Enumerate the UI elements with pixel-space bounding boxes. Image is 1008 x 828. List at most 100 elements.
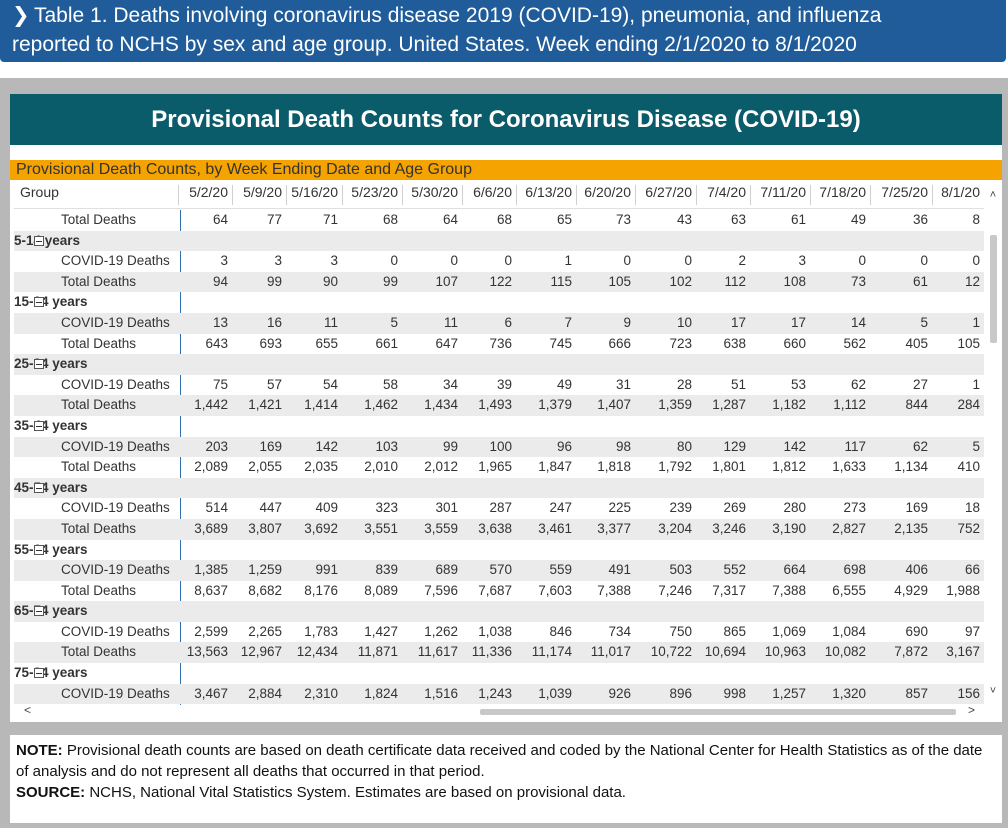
table-cell: 723 bbox=[669, 335, 692, 351]
table-cell: 503 bbox=[669, 562, 692, 578]
horizontal-scrollbar[interactable]: < > bbox=[14, 703, 984, 717]
table-cell: 3,377 bbox=[597, 520, 631, 536]
table-row: COVID-19 Deaths 3,467 2,884 2,310 1,824 1,516… bbox=[14, 683, 984, 705]
table-cell: 99 bbox=[382, 273, 398, 289]
column-separator[interactable] bbox=[178, 185, 179, 205]
table-cell: 8,637 bbox=[194, 582, 228, 598]
column-separator[interactable] bbox=[286, 185, 287, 205]
table-cell: 2,010 bbox=[364, 459, 398, 475]
table-cell: 552 bbox=[723, 562, 746, 578]
table-cell: 896 bbox=[669, 685, 692, 701]
table-cell: 690 bbox=[905, 623, 928, 639]
group-row: 5-14 years bbox=[14, 230, 984, 252]
group-column-header[interactable]: Group bbox=[20, 184, 59, 200]
column-header-date[interactable]: 7/25/20 bbox=[881, 184, 928, 200]
column-header-date[interactable]: 5/16/20 bbox=[291, 184, 338, 200]
table-cell: 514 bbox=[205, 500, 228, 516]
column-header-date[interactable]: 5/23/20 bbox=[351, 184, 398, 200]
table-row: COVID-19 Deaths 3 3 3 0 0 0 1 0 0 2 3 0 0 0 bbox=[14, 251, 984, 272]
column-header-date[interactable]: 6/27/20 bbox=[645, 184, 692, 200]
table-cell: 75 bbox=[212, 376, 228, 392]
table-cell: 97 bbox=[964, 623, 980, 639]
column-separator[interactable] bbox=[635, 185, 636, 205]
column-separator[interactable] bbox=[750, 185, 751, 205]
table-cell: 10,694 bbox=[704, 644, 746, 660]
table-cell: 1,134 bbox=[894, 459, 928, 475]
column-header-date[interactable]: 5/30/20 bbox=[411, 184, 458, 200]
column-separator[interactable] bbox=[232, 185, 233, 205]
horizontal-scroll-thumb[interactable] bbox=[480, 709, 956, 715]
table-cell: 693 bbox=[259, 335, 282, 351]
report-frame: Provisional Death Counts for Coronavirus… bbox=[0, 78, 1008, 828]
collapse-toggle-icon[interactable] bbox=[34, 420, 44, 431]
column-header-date[interactable]: 7/18/20 bbox=[819, 184, 866, 200]
expand-chevron-icon[interactable]: ❯ bbox=[12, 4, 30, 27]
table-cell: 18 bbox=[964, 500, 980, 516]
table-cell: 8,089 bbox=[364, 582, 398, 598]
table-row: Total Deaths 94 99 90 99 107 122 115 105 102 112 10… bbox=[14, 271, 984, 293]
collapse-toggle-icon[interactable] bbox=[34, 544, 44, 555]
table-title-banner[interactable]: ❯ Table 1. Deaths involving coronavirus d… bbox=[0, 0, 1006, 62]
row-label: COVID-19 Deaths bbox=[61, 623, 170, 639]
column-header-date[interactable]: 5/2/20 bbox=[189, 184, 228, 200]
column-separator[interactable] bbox=[576, 185, 577, 205]
table-cell: 7,388 bbox=[772, 582, 806, 598]
table-cell: 54 bbox=[322, 376, 338, 392]
table-cell: 169 bbox=[905, 500, 928, 516]
collapse-toggle-icon[interactable] bbox=[34, 482, 44, 493]
column-header-date[interactable]: 6/13/20 bbox=[525, 184, 572, 200]
collapse-toggle-icon[interactable] bbox=[34, 297, 44, 308]
table-cell: 8 bbox=[972, 212, 980, 227]
table-cell: 406 bbox=[905, 562, 928, 578]
visual-title: Provisional Death Counts, by Week Ending… bbox=[10, 160, 1002, 180]
column-header-date[interactable]: 6/20/20 bbox=[584, 184, 631, 200]
column-separator[interactable] bbox=[696, 185, 697, 205]
row-label: COVID-19 Deaths bbox=[61, 314, 170, 330]
table-cell: 36 bbox=[912, 212, 928, 227]
column-header-date[interactable]: 7/11/20 bbox=[760, 184, 806, 200]
table-cell: 1,084 bbox=[832, 623, 866, 639]
scroll-down-icon[interactable]: ˅ bbox=[989, 685, 997, 697]
column-separator[interactable] bbox=[516, 185, 517, 205]
column-separator[interactable] bbox=[870, 185, 871, 205]
collapse-toggle-icon[interactable] bbox=[34, 606, 44, 617]
column-separator[interactable] bbox=[810, 185, 811, 205]
column-header-date[interactable]: 5/9/20 bbox=[243, 184, 282, 200]
group-label: 65-74 years bbox=[14, 603, 88, 619]
collapse-toggle-icon[interactable] bbox=[34, 235, 44, 246]
table-cell: 1 bbox=[972, 314, 980, 330]
group-row: 25-34 years bbox=[14, 354, 984, 375]
column-header-date[interactable]: 8/1/20 bbox=[941, 184, 980, 200]
table-cell: 284 bbox=[957, 397, 980, 413]
table-cell: 2,265 bbox=[248, 623, 282, 639]
collapse-toggle-icon[interactable] bbox=[34, 668, 44, 679]
table-cell: 1,287 bbox=[712, 397, 746, 413]
column-header-row: Group 5/2/20 5/9/20 5/16/20 5/23/20 5/30/20 6… bbox=[14, 181, 984, 209]
table-cell: 7,388 bbox=[597, 582, 631, 598]
column-separator[interactable] bbox=[342, 185, 343, 205]
death-counts-matrix[interactable]: Group 5/2/20 5/9/20 5/16/20 5/23/20 5/30/20 6… bbox=[14, 181, 998, 718]
group-row: 15-24 years bbox=[14, 292, 984, 313]
table-cell: 2,884 bbox=[248, 685, 282, 701]
column-separator[interactable] bbox=[932, 185, 933, 205]
table-row: COVID-19 Deaths 203 169 142 103 99 100 96 98 80 12… bbox=[14, 436, 984, 458]
table-cell: 3,551 bbox=[364, 520, 398, 536]
table-cell: 750 bbox=[669, 623, 692, 639]
scroll-up-icon[interactable]: ˄ bbox=[989, 189, 997, 201]
table-cell: 991 bbox=[315, 562, 338, 578]
collapse-toggle-icon[interactable] bbox=[34, 359, 44, 370]
column-header-date[interactable]: 7/4/20 bbox=[707, 184, 746, 200]
table-cell: 105 bbox=[957, 335, 980, 351]
vertical-scroll-thumb[interactable] bbox=[990, 235, 997, 343]
scroll-right-icon[interactable]: > bbox=[968, 703, 976, 717]
column-header-date[interactable]: 6/6/20 bbox=[473, 184, 512, 200]
column-separator[interactable] bbox=[462, 185, 463, 205]
vertical-scrollbar[interactable]: ˄ ˅ bbox=[988, 189, 998, 706]
table-cell: 1,824 bbox=[364, 685, 398, 701]
table-cell: 655 bbox=[315, 335, 338, 351]
table-cell: 1,379 bbox=[538, 397, 572, 413]
column-separator[interactable] bbox=[402, 185, 403, 205]
scroll-left-icon[interactable]: < bbox=[24, 703, 32, 717]
table-cell: 17 bbox=[790, 314, 806, 330]
group-label: 25-34 years bbox=[14, 356, 88, 372]
